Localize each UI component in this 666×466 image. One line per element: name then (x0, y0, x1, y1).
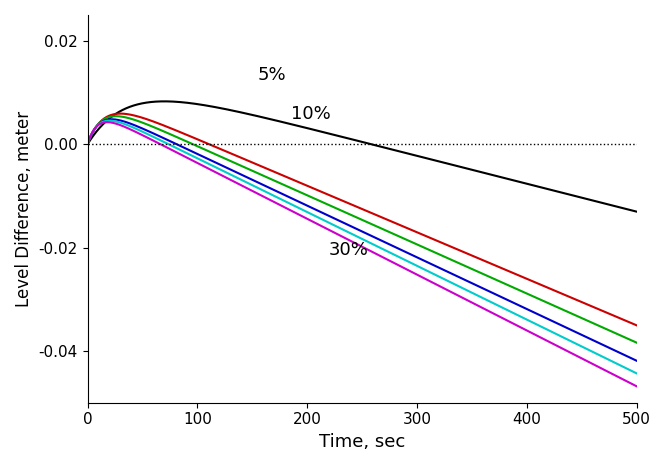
X-axis label: Time, sec: Time, sec (319, 433, 405, 451)
Text: 30%: 30% (329, 241, 369, 260)
Y-axis label: Level Difference, meter: Level Difference, meter (15, 111, 33, 307)
Text: 5%: 5% (258, 66, 286, 83)
Text: 10%: 10% (290, 105, 330, 123)
